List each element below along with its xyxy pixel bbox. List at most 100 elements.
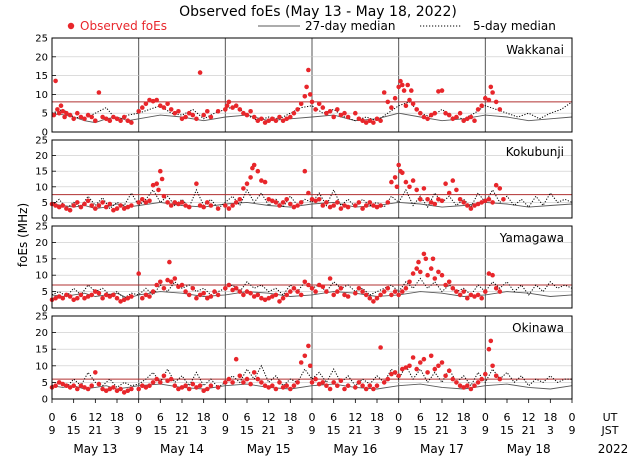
observed-point <box>403 103 409 108</box>
observed-point <box>280 200 286 205</box>
jst-tick-label: 3 <box>547 424 554 437</box>
observed-point <box>255 292 261 298</box>
observed-point <box>244 289 250 294</box>
observed-point <box>215 206 221 211</box>
observed-point <box>306 190 311 196</box>
observed-point <box>432 276 438 281</box>
observed-point <box>60 295 66 301</box>
observed-point <box>465 116 470 122</box>
observed-point <box>371 386 376 392</box>
observed-point <box>457 383 463 389</box>
observed-point <box>167 259 172 265</box>
observed-point <box>331 203 337 208</box>
observed-point <box>454 114 459 120</box>
observed-point <box>410 101 416 107</box>
observed-point <box>428 266 434 271</box>
observed-point <box>418 269 423 275</box>
observed-point <box>331 380 337 385</box>
observed-point <box>396 162 402 168</box>
observed-point <box>233 356 239 362</box>
observed-point <box>89 292 94 298</box>
observed-point <box>223 380 228 385</box>
observed-point <box>436 89 441 94</box>
observed-point <box>129 386 134 392</box>
observed-point <box>432 201 438 207</box>
observed-point <box>150 289 156 294</box>
observed-point <box>430 256 436 262</box>
observed-point <box>407 97 412 103</box>
observed-point <box>381 90 387 95</box>
observed-point <box>194 295 199 301</box>
observed-point <box>241 110 246 116</box>
observed-point <box>136 109 141 114</box>
observed-point <box>251 294 257 299</box>
observed-point <box>118 299 123 304</box>
observed-point <box>277 114 282 120</box>
observed-point <box>360 383 365 389</box>
observed-point <box>107 294 113 299</box>
observed-point <box>284 116 290 122</box>
observed-point <box>472 118 477 123</box>
observed-point <box>53 203 58 208</box>
ut-tick-label: 0 <box>482 411 489 424</box>
observed-point <box>255 376 261 382</box>
observed-point <box>423 256 429 262</box>
observed-point <box>425 370 430 375</box>
observed-point <box>342 203 347 208</box>
observed-point <box>363 203 369 208</box>
observed-point <box>468 292 474 298</box>
jst-tick-label: 9 <box>482 424 489 437</box>
chart-title: Observed foEs (May 13 - May 18, 2022) <box>179 4 457 20</box>
observed-point <box>277 203 282 208</box>
jst-tick-label: 3 <box>287 424 294 437</box>
observed-point <box>356 380 362 385</box>
observed-point <box>324 383 329 389</box>
observed-point <box>475 201 481 207</box>
observed-point <box>259 116 264 122</box>
observed-point <box>493 286 499 291</box>
jst-tick-label: 15 <box>327 424 341 437</box>
observed-point <box>414 187 420 193</box>
observed-point <box>118 386 123 392</box>
observed-point <box>313 198 318 204</box>
y-tick-label: 15 <box>35 345 48 356</box>
station-label: Wakkanai <box>506 43 564 57</box>
observed-point <box>100 386 105 392</box>
observed-point <box>389 292 394 298</box>
observed-point <box>223 107 228 112</box>
ut-tick-label: 18 <box>543 411 557 424</box>
observed-point <box>179 200 185 205</box>
observed-point <box>461 118 467 123</box>
observed-point <box>392 175 398 180</box>
observed-point <box>270 294 275 299</box>
observed-point <box>490 272 495 278</box>
observed-point <box>335 289 340 294</box>
observed-point <box>331 292 337 298</box>
observed-point <box>425 116 430 122</box>
observed-point <box>186 386 192 392</box>
observed-point <box>457 110 463 116</box>
observed-point <box>230 203 235 208</box>
observed-point <box>103 388 109 394</box>
observed-point <box>309 286 315 291</box>
observed-point <box>60 109 66 114</box>
observed-point <box>439 360 445 365</box>
observed-point <box>284 383 290 389</box>
panel-frame <box>51 37 573 133</box>
observed-point <box>425 197 430 202</box>
observed-point <box>367 118 373 123</box>
observed-point <box>280 385 286 390</box>
observed-point <box>316 381 322 387</box>
observed-point <box>461 200 467 205</box>
observed-point <box>371 120 376 125</box>
jst-tick-label: 9 <box>569 424 576 437</box>
observed-point <box>418 110 423 116</box>
observed-point <box>400 289 405 294</box>
observed-point <box>208 294 214 299</box>
observed-point <box>85 112 91 118</box>
panels: 0 5 10 15 20 25 Wakkanai 0 5 10 15 20 25 Kokubunji 0 5 1… <box>35 34 573 406</box>
observed-point <box>67 294 73 299</box>
observed-point <box>248 109 253 114</box>
observed-point <box>446 112 452 118</box>
observed-point <box>416 259 421 265</box>
